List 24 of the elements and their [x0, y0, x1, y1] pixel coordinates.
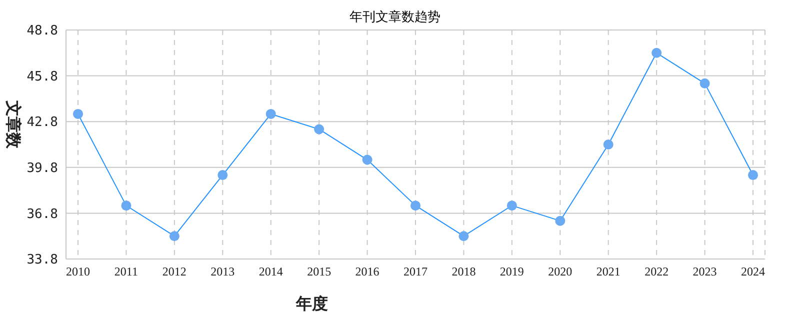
x-tick-label: 2014	[258, 264, 283, 279]
y-tick-label: 48.8	[26, 24, 58, 39]
y-tick-label: 36.8	[26, 206, 58, 222]
y-tick-label: 42.8	[26, 115, 58, 130]
x-tick-label: 2011	[114, 264, 138, 279]
x-tick-label: 2016	[355, 264, 380, 279]
x-tick-label: 2023	[692, 264, 717, 279]
x-tick-label: 2022	[644, 264, 669, 279]
y-tick-label: 39.8	[26, 161, 58, 176]
x-tick-label: 2019	[500, 264, 524, 279]
x-axis-title: 年度	[295, 294, 328, 313]
y-axis-title: 文章数	[4, 100, 22, 150]
x-tick-label: 2013	[210, 264, 235, 279]
x-tick-label: 2021	[596, 264, 620, 279]
x-tick-label: 2017	[404, 264, 428, 279]
y-tick-label: 33.8	[26, 252, 58, 268]
x-tick-label: 2024	[741, 264, 765, 279]
x-tick-label: 2010	[66, 264, 90, 279]
y-tick-label: 45.8	[26, 69, 58, 84]
x-tick-label: 2015	[307, 264, 332, 279]
chart-title: 年刊文章数趋势	[350, 9, 440, 24]
x-tick-label: 2012	[162, 264, 186, 279]
x-tick-label: 2020	[548, 264, 572, 279]
x-tick-label: 2018	[452, 264, 476, 279]
